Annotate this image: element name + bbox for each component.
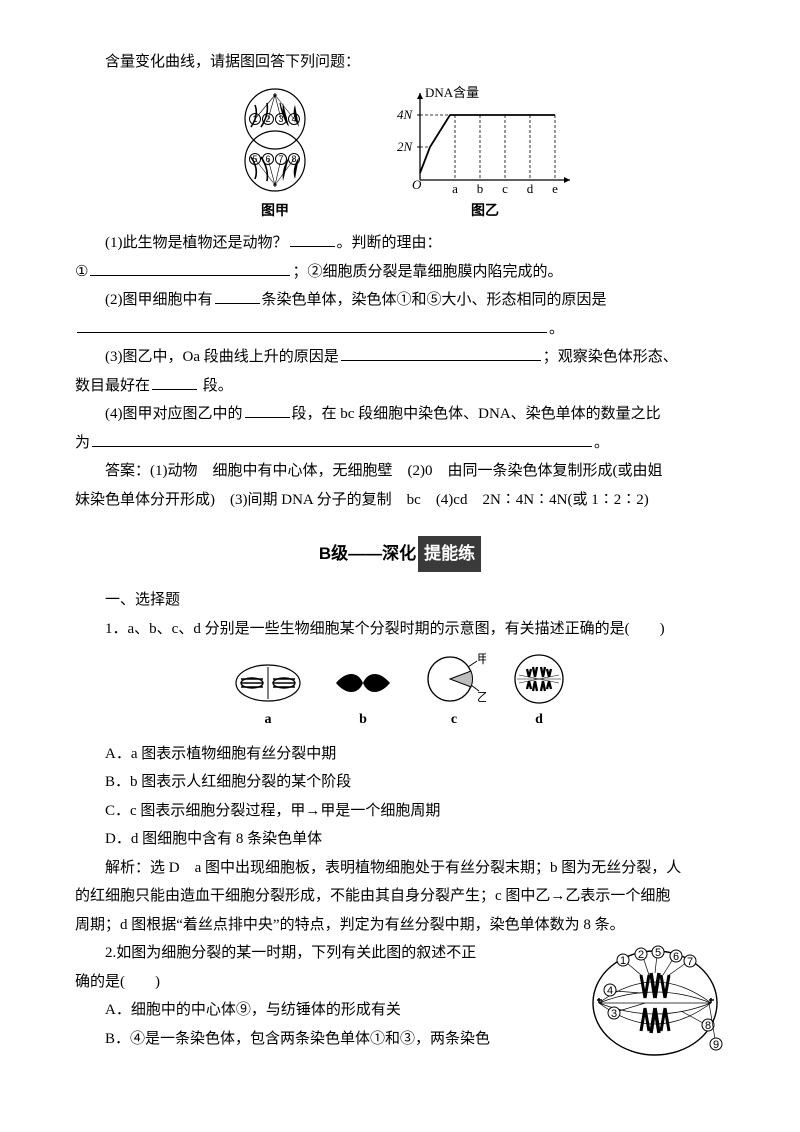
blank [215,290,260,305]
b1-optB: B．b 图表示人红细胞分裂的某个阶段 [75,768,725,797]
fig-yi-label: 图乙 [395,199,575,226]
b2-figure: 1 2 5 6 7 4 3 8 9 [585,943,725,1063]
svg-text:e: e [552,181,558,195]
q4: (4)图甲对应图乙中的段，在 bc 段细胞中染色体、DNA、染色单体的数量之比 [75,400,725,429]
fig-jia-label: 图甲 [225,199,325,226]
q2-line2: 。 [75,315,725,344]
svg-text:5: 5 [655,947,661,959]
intro-line: 含量变化曲线，请据图回答下列问题： [75,48,725,77]
svg-text:9: 9 [713,1039,719,1051]
b1-optD: D．d 图细胞中含有 8 条染色单体 [75,825,725,854]
banner-box: 提能练 [418,536,481,572]
blank [245,404,290,419]
b1-exp1: 解析：选 D a 图中出现细胞板，表明植物细胞处于有丝分裂末期；b 图为无丝分裂… [75,854,725,883]
answer-line1: 答案：(1)动物 细胞中有中心体，无细胞壁 (2)0 由同一条染色体复制形成(或… [75,457,725,486]
svg-text:6: 6 [673,951,679,963]
b1-exp2: 的红细胞只能由造血干细胞分裂形成，不能由其自身分裂产生；c 图中乙→乙表示一个细… [75,882,725,911]
svg-text:4: 4 [607,985,613,997]
q1-line2: ①；②细胞质分裂是靠细胞膜内陷完成的。 [75,258,725,287]
b1-stem: 1．a、b、c、d 分别是一些生物细胞某个分裂时期的示意图，有关描述正确的是( … [75,615,725,644]
svg-text:4N: 4N [397,107,414,122]
section-banner: B级——深化提能练 [75,536,725,572]
svg-text:O: O [412,177,422,192]
svg-text:c: c [502,181,508,195]
figure-yi: DNA含量 4N 2N O [395,85,575,226]
fig-d: d [510,653,568,734]
b1-optA: A．a 图表示植物细胞有丝分裂中期 [75,740,725,769]
svg-text:7: 7 [687,956,693,968]
b1-figure-row: a b 甲 乙 c [75,653,725,734]
q3: (3)图乙中，Oa 段曲线上升的原因是；观察染色体形态、 [75,343,725,372]
fig-b: b [328,661,398,734]
svg-text:1: 1 [620,955,626,967]
blank [77,318,547,333]
ylabel: DNA含量 [425,85,479,100]
blank [152,375,197,390]
q3-line2: 数目最好在 段。 [75,372,725,401]
svg-text:a: a [452,181,458,195]
blank [290,233,335,248]
blank [341,347,541,362]
figure-row-top: 1 2 3 4 5 6 7 8 [75,85,725,226]
svg-text:b: b [477,181,484,195]
fig-a: a [232,661,304,734]
fig-c: 甲 乙 c [422,653,486,734]
blank [90,261,290,276]
q4-line2: 为。 [75,429,725,458]
blank [92,432,592,447]
figure-jia: 1 2 3 4 5 6 7 8 [225,85,325,226]
svg-text:乙: 乙 [477,690,486,704]
svg-text:2: 2 [638,949,644,961]
q2: (2)图甲细胞中有条染色单体，染色体①和⑤大小、形态相同的原因是 [75,286,725,315]
section1-title: 一、选择题 [75,586,725,615]
svg-text:8: 8 [705,1020,711,1032]
b1-exp3: 周期；d 图根据“着丝点排中央”的特点，判定为有丝分裂中期，染色单体数为 8 条… [75,911,725,940]
answer-line2: 妹染色单体分开形成) (3)间期 DNA 分子的复制 bc (4)cd 2N∶4… [75,486,725,515]
svg-text:d: d [527,181,534,195]
q1: (1)此生物是植物还是动物？。判断的理由： [75,229,725,258]
svg-text:3: 3 [611,1008,617,1020]
b1-optC: C．c 图表示细胞分裂过程，甲→甲是一个细胞周期 [75,797,725,826]
svg-text:甲: 甲 [477,653,486,666]
svg-text:2N: 2N [397,139,414,154]
